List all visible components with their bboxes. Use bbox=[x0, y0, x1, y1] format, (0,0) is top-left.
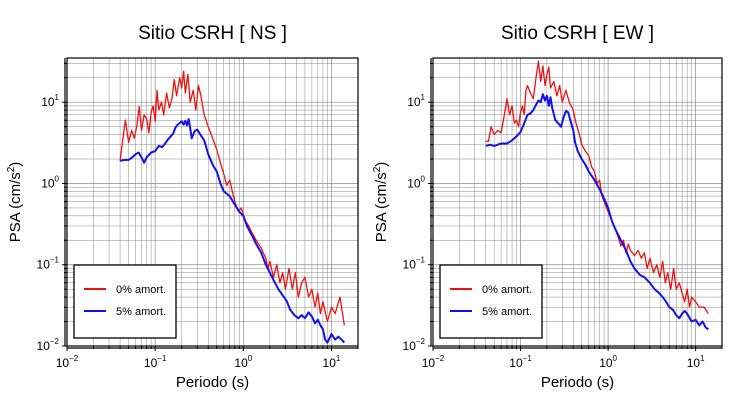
chart-panel-ns: 10−2 10−1 100 101 10−2 10−1 100 101 Sitio CSRH [… bbox=[6, 23, 359, 391]
chart-title: Sitio CSRH [ NS ] bbox=[138, 23, 287, 44]
x-axis-label: Periodo (s) bbox=[176, 374, 249, 391]
x-tick-label: 101 bbox=[687, 354, 705, 370]
x-tick-label: 101 bbox=[323, 354, 341, 370]
y-axis-label: PSA (cm/s2) bbox=[6, 162, 24, 243]
y-tick-label: 101 bbox=[41, 93, 59, 109]
legend-label: 5% amort. bbox=[482, 306, 532, 318]
y-tick-label: 101 bbox=[407, 93, 425, 109]
y-tick-label: 10−1 bbox=[37, 256, 60, 272]
x-axis-label: Periodo (s) bbox=[541, 374, 614, 391]
y-tick-label: 100 bbox=[41, 174, 59, 190]
grid bbox=[67, 58, 358, 346]
x-tick-label: 10−2 bbox=[422, 354, 445, 370]
legend: 0% amort. 5% amort. bbox=[439, 264, 543, 339]
legend-label: 0% amort. bbox=[116, 284, 166, 296]
x-tick-label: 10−2 bbox=[56, 354, 79, 370]
chart-title: Sitio CSRH [ EW ] bbox=[501, 23, 654, 44]
x-tick-label: 10−1 bbox=[144, 354, 167, 370]
legend-box bbox=[73, 264, 177, 339]
plot-frame bbox=[66, 57, 359, 347]
y-tick-label: 10−1 bbox=[403, 256, 426, 272]
legend: 0% amort. 5% amort. bbox=[73, 264, 177, 339]
series-line-amort-0 bbox=[485, 60, 709, 315]
series-line-amort-5 bbox=[119, 118, 346, 344]
series-line-amort-5 bbox=[485, 93, 709, 331]
plot-frame bbox=[432, 57, 723, 347]
y-axis-label: PSA (cm/s2) bbox=[372, 162, 390, 243]
legend-box bbox=[439, 264, 543, 339]
chart-panel-ew: 10−2 10−1 100 101 10−2 10−1 100 101 Sitio CSRH [… bbox=[372, 23, 723, 391]
legend-label: 5% amort. bbox=[116, 306, 166, 318]
x-tick-label: 100 bbox=[234, 354, 252, 370]
series-line-amort-0 bbox=[119, 70, 345, 326]
y-tick-label: 10−2 bbox=[37, 337, 60, 353]
x-tick-label: 100 bbox=[599, 354, 617, 370]
legend-label: 0% amort. bbox=[482, 284, 532, 296]
y-tick-label: 100 bbox=[407, 174, 425, 190]
y-tick-label: 10−2 bbox=[403, 337, 426, 353]
x-tick-label: 10−1 bbox=[509, 354, 532, 370]
